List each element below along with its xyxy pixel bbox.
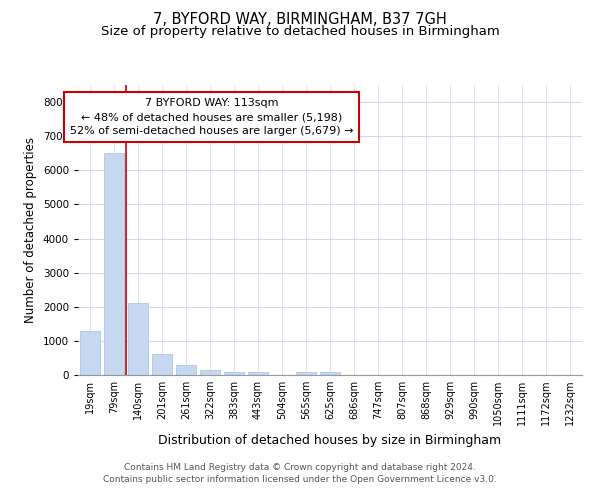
Text: Contains public sector information licensed under the Open Government Licence v3: Contains public sector information licen… (103, 474, 497, 484)
Text: Size of property relative to detached houses in Birmingham: Size of property relative to detached ho… (101, 25, 499, 38)
X-axis label: Distribution of detached houses by size in Birmingham: Distribution of detached houses by size … (158, 434, 502, 446)
Y-axis label: Number of detached properties: Number of detached properties (24, 137, 37, 323)
Bar (224, 372, 244, 375)
Bar (296, 372, 316, 375)
Bar (104, 153, 124, 375)
Text: 7, BYFORD WAY, BIRMINGHAM, B37 7GH: 7, BYFORD WAY, BIRMINGHAM, B37 7GH (153, 12, 447, 28)
Bar (176, 365, 196, 375)
Bar (320, 372, 340, 375)
Bar (128, 304, 148, 375)
Bar (152, 354, 172, 375)
Text: 7 BYFORD WAY: 113sqm
← 48% of detached houses are smaller (5,198)
52% of semi-de: 7 BYFORD WAY: 113sqm ← 48% of detached h… (70, 98, 353, 136)
Bar (200, 370, 220, 375)
Bar (248, 372, 268, 375)
Text: Contains HM Land Registry data © Crown copyright and database right 2024.: Contains HM Land Registry data © Crown c… (124, 464, 476, 472)
Bar (80, 330, 100, 375)
